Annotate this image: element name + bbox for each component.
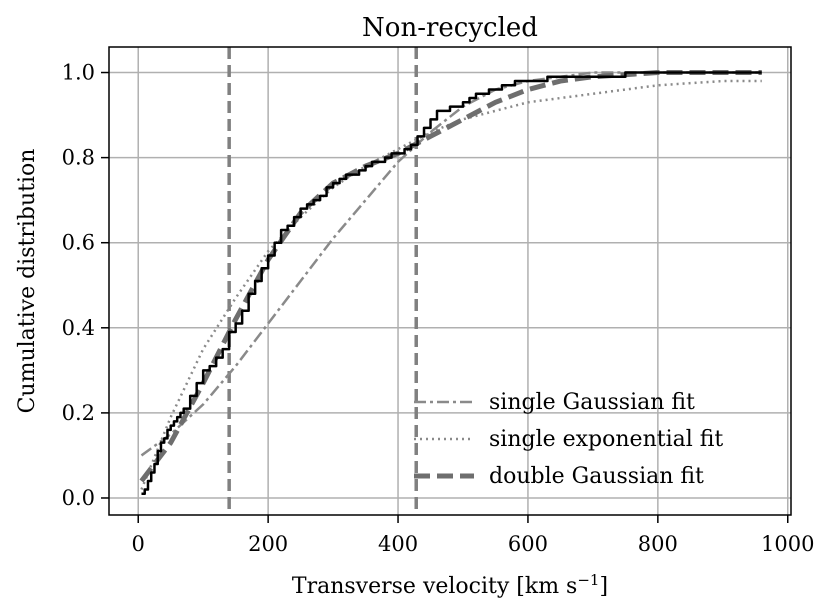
x-tick-label-600: 600 bbox=[508, 532, 548, 556]
x-axis-ticks: 0 200 400 600 800 1000 bbox=[132, 515, 814, 556]
x-tick-label-400: 400 bbox=[378, 532, 418, 556]
grid bbox=[109, 47, 791, 515]
legend-label-single-gaussian: single Gaussian fit bbox=[489, 390, 695, 415]
x-tick-label-200: 200 bbox=[248, 532, 288, 556]
series-line-single-gaussian bbox=[140, 71, 762, 457]
y-tick-label-0.6: 0.6 bbox=[62, 231, 95, 255]
y-axis-label: Cumulative distribution bbox=[15, 149, 40, 414]
x-tick-label-800: 800 bbox=[638, 532, 678, 556]
x-tick-label-1000: 1000 bbox=[761, 532, 814, 556]
y-tick-label-0.8: 0.8 bbox=[62, 146, 95, 170]
series-lines bbox=[139, 70, 762, 495]
series-line-double-gaussian bbox=[139, 70, 762, 483]
legend-label-double-gaussian: double Gaussian fit bbox=[489, 464, 704, 489]
y-tick-label-0.2: 0.2 bbox=[62, 401, 95, 425]
y-tick-label-0.4: 0.4 bbox=[62, 316, 95, 340]
series-line-empirical bbox=[141, 71, 762, 495]
y-tick-label-0.0: 0.0 bbox=[62, 486, 95, 510]
chart-title: Non-recycled bbox=[362, 13, 538, 43]
legend: single Gaussian fit single exponential f… bbox=[414, 390, 723, 489]
x-axis-label: Transverse velocity [km s−1] bbox=[292, 571, 608, 599]
y-tick-label-1.0: 1.0 bbox=[62, 61, 95, 85]
y-axis-ticks: 0.0 0.2 0.4 0.6 0.8 1.0 bbox=[62, 61, 109, 510]
plot-frame bbox=[108, 46, 792, 516]
vertical-reference-lines bbox=[227, 47, 418, 515]
legend-label-single-exponential: single exponential fit bbox=[489, 427, 723, 452]
x-tick-label-0: 0 bbox=[132, 532, 145, 556]
